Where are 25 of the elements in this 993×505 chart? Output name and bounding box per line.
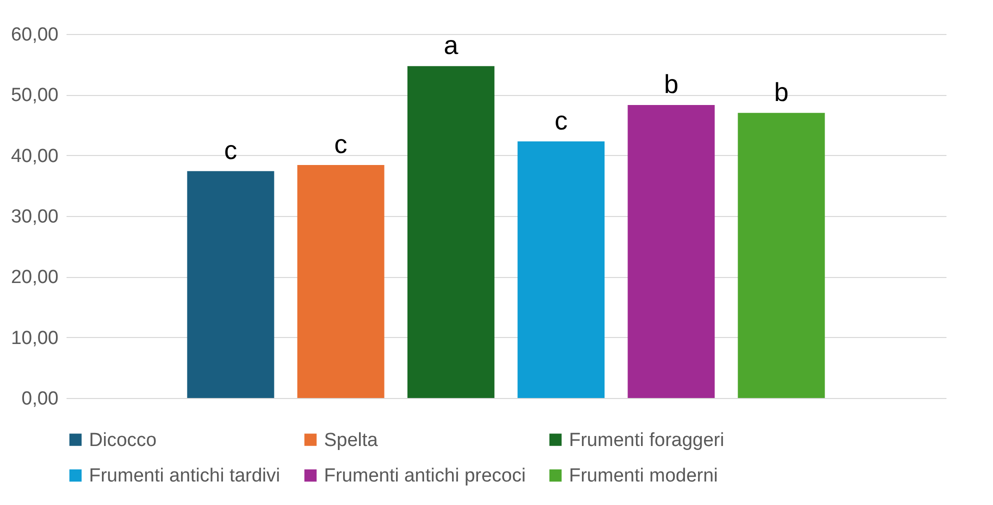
y-tick-label: 60,00	[10, 24, 58, 46]
bar	[518, 141, 605, 398]
bar	[407, 66, 494, 398]
annotation: b	[774, 76, 789, 107]
y-tick-label: 30,00	[10, 206, 58, 228]
legend-label: Frumenti foraggeri	[569, 430, 724, 451]
y-tick-label: 40,00	[10, 146, 58, 167]
legend-label: Frumenti moderni	[569, 466, 718, 486]
annotation: c	[554, 105, 568, 136]
y-tick-label: 50,00	[10, 85, 58, 106]
y-tick-label: 10,00	[10, 328, 58, 349]
legend-label: Frumenti antichi precoci	[324, 466, 526, 486]
annotation: b	[664, 68, 678, 99]
legend-label: Spelta	[324, 430, 378, 451]
bar	[738, 112, 825, 398]
y-tick-label: 20,00	[10, 267, 58, 288]
legend-label: Frumenti antichi tardivi	[89, 466, 280, 486]
annotation: c	[224, 135, 238, 166]
bar	[628, 104, 715, 398]
bar	[187, 171, 274, 398]
bar	[297, 165, 384, 398]
annotation: a	[444, 30, 459, 60]
y-tick-label: 0,00	[22, 388, 58, 410]
legend-label: Dicocco	[89, 430, 157, 451]
annotation: c	[334, 129, 348, 160]
